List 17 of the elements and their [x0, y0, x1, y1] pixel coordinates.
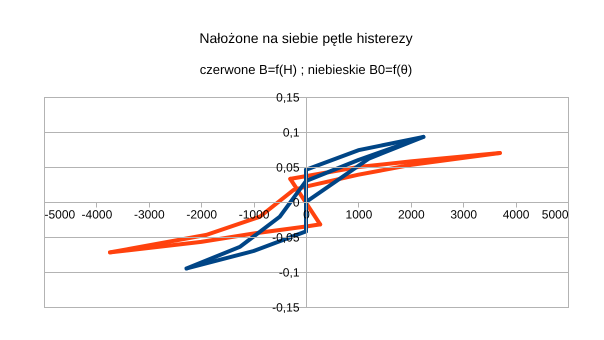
y-tick-label: 0 — [292, 196, 300, 210]
x-tick-label: -3000 — [134, 208, 165, 222]
y-tick-label: 0,1 — [282, 126, 300, 140]
x-tick-label: 4000 — [502, 208, 530, 222]
x-tick-label: 3000 — [450, 208, 478, 222]
y-tick-label: -0,15 — [272, 300, 300, 314]
y-tick-label: 0,05 — [276, 160, 300, 174]
x-tick-label: -5000 — [44, 208, 76, 222]
x-tick-label: -2000 — [186, 208, 218, 222]
chart-subtitle: czerwone B=f(H) ; niebieskie B0=f(θ) — [200, 62, 412, 77]
y-tick-label: -0,1 — [278, 266, 300, 280]
x-tick-label: 5000 — [542, 208, 569, 222]
chart-title: Nałożone na siebie pętle histerezy — [199, 30, 413, 46]
x-tick-label: 2000 — [398, 208, 425, 222]
x-tick-label: -4000 — [82, 208, 113, 222]
x-tick-label: 1000 — [346, 208, 373, 222]
y-tick-label: 0,15 — [276, 90, 300, 104]
